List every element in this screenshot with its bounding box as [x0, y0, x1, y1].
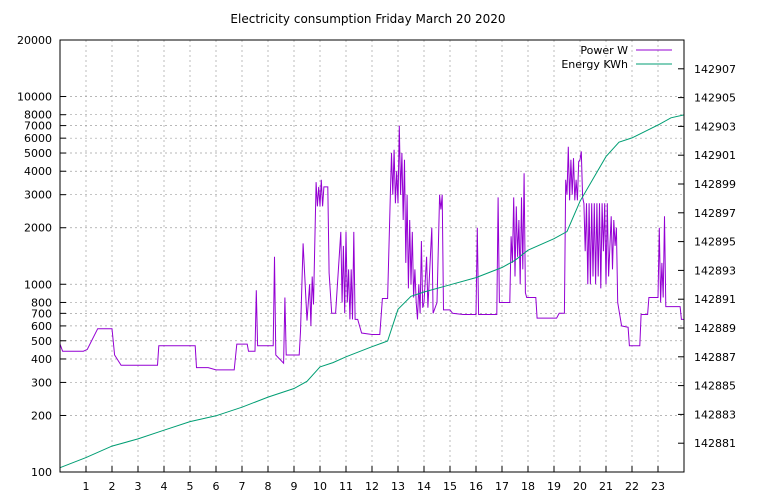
x-tick-label: 14 — [417, 480, 431, 493]
right-y-axis: 142881 142883 142885 142887 142889 142891 1428… — [678, 63, 736, 450]
x-tick-label: 20 — [573, 480, 587, 493]
y2-tick-label: 142901 — [694, 149, 736, 162]
y-tick-label: 500 — [31, 335, 52, 348]
y2-tick-label: 142905 — [694, 92, 736, 105]
x-tick-label: 1 — [83, 480, 90, 493]
y-tick-label: 300 — [31, 376, 52, 389]
x-tick-label: 4 — [161, 480, 168, 493]
x-tick-label: 5 — [187, 480, 194, 493]
x-tick-label: 8 — [265, 480, 272, 493]
grid-lines — [60, 40, 684, 472]
y-tick-label: 8000 — [24, 109, 52, 122]
x-tick-label: 22 — [625, 480, 639, 493]
y2-tick-label: 142881 — [694, 437, 736, 450]
y2-tick-label: 142883 — [694, 408, 736, 421]
x-tick-label: 15 — [443, 480, 457, 493]
y-tick-label: 600 — [31, 320, 52, 333]
series-power-line — [59, 125, 684, 371]
y-tick-label: 4000 — [24, 165, 52, 178]
x-tick-label: 21 — [599, 480, 613, 493]
chart-title: Electricity consumption Friday March 20 … — [230, 12, 505, 26]
x-tick-label: 7 — [239, 480, 246, 493]
y-tick-label: 3000 — [24, 189, 52, 202]
x-tick-label: 17 — [495, 480, 509, 493]
y2-tick-label: 142899 — [694, 178, 736, 191]
x-tick-label: 9 — [291, 480, 298, 493]
y2-tick-label: 142891 — [694, 293, 736, 306]
x-tick-label: 2 — [109, 480, 116, 493]
y2-tick-label: 142889 — [694, 322, 736, 335]
y2-tick-label: 142887 — [694, 351, 736, 364]
y-tick-label: 400 — [31, 353, 52, 366]
x-tick-label: 13 — [391, 480, 405, 493]
legend-label-power: Power W — [580, 44, 628, 57]
x-tick-label: 12 — [365, 480, 379, 493]
x-tick-label: 19 — [547, 480, 561, 493]
x-tick-label: 10 — [313, 480, 327, 493]
legend: Power W Energy KWh — [561, 44, 672, 71]
x-axis: 1 2 3 4 5 6 7 8 9 10 11 12 13 14 15 16 17 18 19 20 21 22 23 — [83, 466, 665, 493]
x-tick-label: 23 — [651, 480, 665, 493]
y2-tick-label: 142907 — [694, 63, 736, 76]
y-tick-label: 7000 — [24, 120, 52, 133]
x-tick-label: 6 — [213, 480, 220, 493]
y-tick-label: 100 — [31, 466, 52, 479]
series-lines — [59, 114, 685, 469]
plot-frame — [59, 39, 685, 473]
x-tick-label: 18 — [521, 480, 535, 493]
y-tick-label: 20000 — [17, 34, 52, 47]
y2-tick-label: 142893 — [694, 264, 736, 277]
x-tick-label: 16 — [469, 480, 483, 493]
y-tick-label: 2000 — [24, 222, 52, 235]
y-tick-label: 800 — [31, 296, 52, 309]
y-tick-label: 6000 — [24, 132, 52, 145]
y2-tick-label: 142895 — [694, 236, 736, 249]
y2-tick-label: 142897 — [694, 207, 736, 220]
y-tick-label: 1000 — [24, 278, 52, 291]
legend-label-energy: Energy KWh — [561, 58, 628, 71]
y-tick-label: 700 — [31, 307, 52, 320]
y-tick-label: 200 — [31, 409, 52, 422]
y-tick-label: 5000 — [24, 147, 52, 160]
y-tick-label: 10000 — [17, 91, 52, 104]
y2-tick-label: 142885 — [694, 380, 736, 393]
y2-tick-label: 142903 — [694, 120, 736, 133]
x-tick-label: 3 — [135, 480, 142, 493]
x-tick-label: 11 — [339, 480, 353, 493]
series-energy-line — [59, 114, 685, 469]
